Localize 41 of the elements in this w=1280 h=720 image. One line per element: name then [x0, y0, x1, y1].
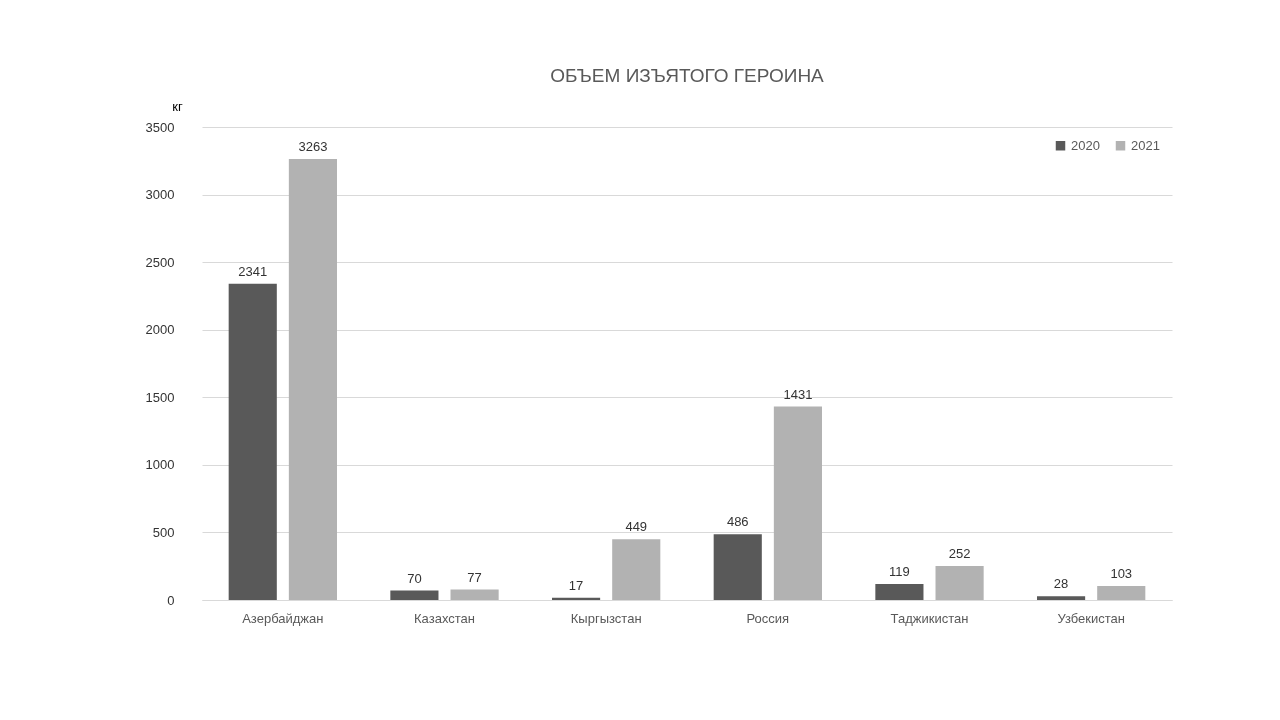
- x-tick-label: Казахстан: [414, 610, 475, 626]
- data-label: 3263: [298, 139, 328, 155]
- legend-label: 2021: [1131, 137, 1160, 153]
- bar: [935, 565, 984, 600]
- bar: [450, 589, 499, 600]
- x-tick-label: Россия: [746, 610, 790, 626]
- y-axis-title: кг: [172, 98, 183, 114]
- bar: [612, 539, 661, 600]
- data-label: 2341: [238, 263, 268, 279]
- data-label: 486: [726, 514, 749, 530]
- bar: [773, 406, 822, 600]
- data-label: 28: [1053, 576, 1069, 592]
- bar: [1097, 586, 1146, 600]
- y-tick-label: 2500: [145, 254, 175, 270]
- data-label: 119: [889, 563, 910, 579]
- bar: [713, 534, 762, 600]
- data-label: 103: [1110, 566, 1133, 582]
- x-tick-label: Узбекистан: [1057, 610, 1125, 626]
- data-label: 77: [467, 569, 482, 585]
- data-label: 17: [568, 577, 584, 593]
- data-label: 449: [625, 519, 648, 535]
- y-tick-label: 2000: [145, 322, 175, 338]
- y-tick-label: 3500: [145, 119, 175, 135]
- bar: [390, 590, 439, 600]
- data-label: 252: [948, 545, 971, 561]
- data-label: 70: [407, 570, 422, 586]
- bar: [228, 283, 277, 600]
- x-tick-label: Кыргызстан: [570, 610, 642, 626]
- legend-label: 2020: [1071, 137, 1100, 153]
- x-tick-label: Азербайджан: [242, 610, 324, 626]
- y-tick-label: 1500: [145, 389, 175, 405]
- y-tick-label: 0: [167, 592, 175, 608]
- y-tick-label: 3000: [145, 187, 175, 203]
- chart-title: ОБЪЕМ ИЗЪЯТОГО ГЕРОИНА: [550, 65, 825, 86]
- y-tick-label: 1000: [145, 457, 175, 473]
- y-tick-label: 500: [152, 524, 175, 540]
- x-tick-label: Таджикистан: [890, 610, 969, 626]
- bar: [288, 159, 337, 600]
- bar: [1037, 596, 1086, 600]
- bar: [875, 583, 924, 600]
- data-label: 1431: [783, 386, 813, 402]
